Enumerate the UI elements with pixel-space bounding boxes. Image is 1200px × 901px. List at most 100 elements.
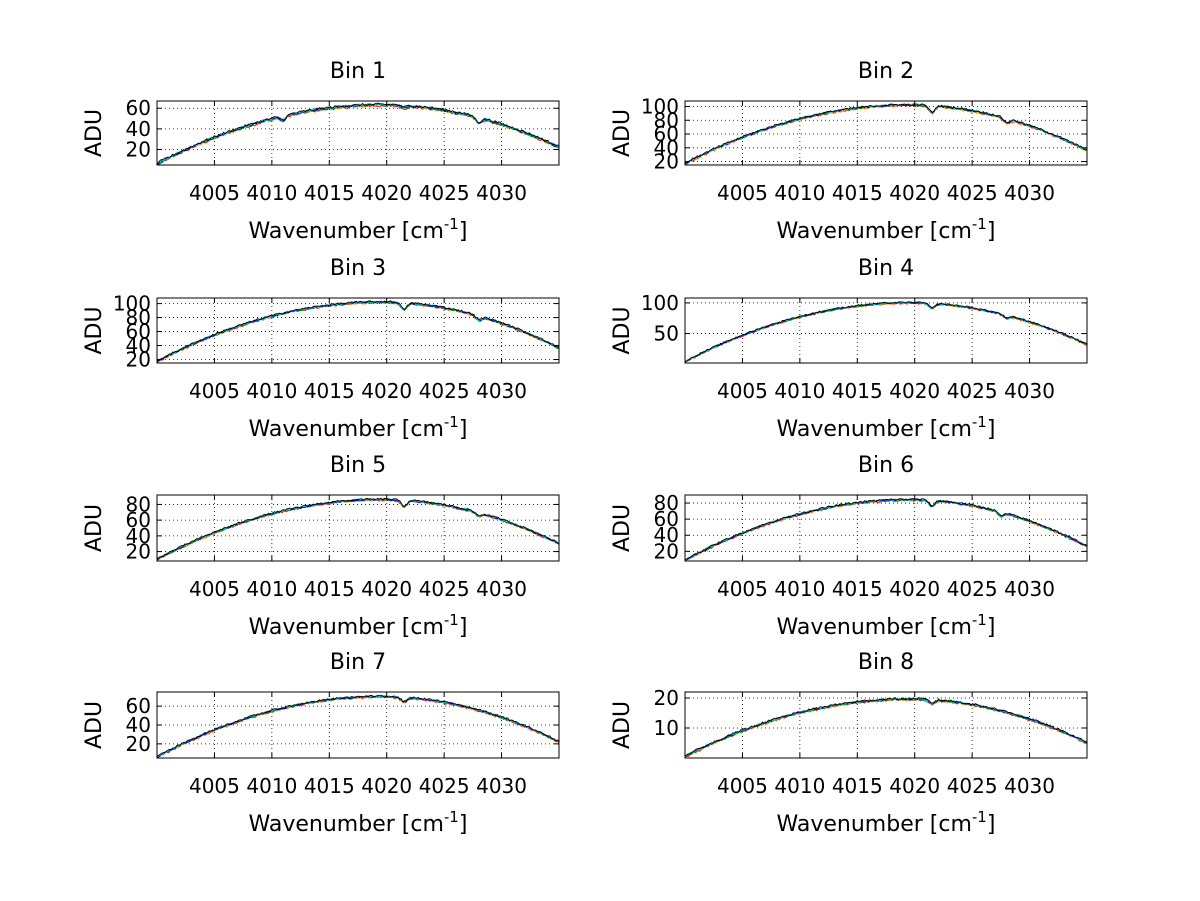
x-axis-label: Wavenumber [cm-1] <box>249 611 468 640</box>
plot-area <box>685 101 1087 165</box>
y-tick-label: 50 <box>654 322 679 346</box>
x-tick-label: 4030 <box>476 379 527 403</box>
x-axis-label-text: Wavenumber [cm <box>249 417 444 442</box>
y-tick-label: 40 <box>126 334 151 358</box>
x-tick-label: 4020 <box>361 577 412 601</box>
axes-box <box>684 100 1088 166</box>
subplot-title: Bin 8 <box>858 650 914 675</box>
x-tick-label: 4010 <box>774 577 825 601</box>
x-tick-label: 4025 <box>947 774 998 798</box>
subplot-title: Bin 1 <box>330 59 386 84</box>
x-axis-label-text: Wavenumber [cm <box>249 219 444 244</box>
plot-area <box>685 692 1087 758</box>
y-tick-label: 100 <box>113 292 151 316</box>
x-tick-label: 4025 <box>419 774 470 798</box>
x-axis-label-text: Wavenumber [cm <box>777 812 972 837</box>
x-axis-label: Wavenumber [cm-1] <box>249 413 468 442</box>
plot-area <box>685 298 1087 363</box>
x-axis-label-superscript: -1 <box>972 808 987 826</box>
x-tick-label: 4030 <box>476 774 527 798</box>
x-tick-label: 4020 <box>361 181 412 205</box>
x-axis-label: Wavenumber [cm-1] <box>249 215 468 244</box>
y-tick-label: 40 <box>654 136 679 160</box>
axes-box <box>156 297 560 364</box>
x-tick-label: 4030 <box>1004 577 1055 601</box>
axes-box <box>156 494 560 562</box>
x-axis-label: Wavenumber [cm-1] <box>777 808 996 837</box>
y-tick-label: 20 <box>126 348 151 372</box>
y-tick-label: 20 <box>126 540 151 564</box>
x-axis-label: Wavenumber [cm-1] <box>777 215 996 244</box>
x-axis-label-superscript: -1 <box>972 215 987 233</box>
x-axis-label-superscript: -1 <box>972 611 987 629</box>
x-axis-label-superscript: -1 <box>444 215 459 233</box>
y-axis-label: ADU <box>610 109 635 157</box>
x-tick-label: 4025 <box>947 379 998 403</box>
x-tick-label: 4005 <box>189 774 240 798</box>
x-tick-label: 4005 <box>717 181 768 205</box>
x-tick-label: 4025 <box>419 577 470 601</box>
y-tick-label: 20 <box>654 539 679 563</box>
x-axis-label-superscript: -1 <box>972 413 987 431</box>
subplot-title: Bin 2 <box>858 59 914 84</box>
x-tick-label: 4030 <box>476 577 527 601</box>
y-tick-label: 80 <box>654 108 679 132</box>
y-axis-label: ADU <box>82 109 107 157</box>
y-tick-label: 100 <box>641 291 679 315</box>
subplot-title: Bin 7 <box>330 650 386 675</box>
x-tick-label: 4020 <box>361 379 412 403</box>
y-axis-label: ADU <box>82 306 107 354</box>
x-tick-label: 4010 <box>246 379 297 403</box>
subplot-bin-8: 4005 4010 4015 4020 4025 4030 10 20 Bin 8 Wavenum… <box>610 650 1088 837</box>
y-axis-label: ADU <box>610 701 635 749</box>
x-axis-label-end: ] <box>987 417 996 442</box>
x-axis-label-end: ] <box>987 812 996 837</box>
series-black <box>684 697 1088 756</box>
x-tick-label: 4025 <box>419 379 470 403</box>
x-tick-label: 4025 <box>419 181 470 205</box>
subplot-title: Bin 4 <box>858 256 914 281</box>
x-axis-label-end: ] <box>987 615 996 640</box>
x-tick-label: 4015 <box>304 774 355 798</box>
x-tick-label: 4005 <box>189 181 240 205</box>
y-tick-label: 20 <box>654 150 679 174</box>
x-tick-label: 4025 <box>947 181 998 205</box>
y-tick-label: 40 <box>126 524 151 548</box>
x-tick-label: 4015 <box>832 181 883 205</box>
x-tick-label: 4010 <box>774 379 825 403</box>
series-black <box>684 301 1088 362</box>
x-axis-label-end: ] <box>459 812 468 837</box>
x-tick-label: 4020 <box>889 774 940 798</box>
plot-area <box>157 298 559 363</box>
y-tick-label: 40 <box>654 523 679 547</box>
subplot-title: Bin 3 <box>330 256 386 281</box>
series-black <box>156 102 560 164</box>
series-cyan <box>156 103 560 165</box>
series-black <box>684 498 1088 561</box>
x-tick-label: 4020 <box>361 774 412 798</box>
x-tick-label: 4020 <box>889 577 940 601</box>
y-tick-label: 60 <box>654 507 679 531</box>
y-axis-label: ADU <box>610 306 635 354</box>
x-tick-label: 4010 <box>246 577 297 601</box>
x-tick-label: 4030 <box>1004 774 1055 798</box>
series-black <box>156 497 560 559</box>
subplot-title: Bin 5 <box>330 453 386 478</box>
y-tick-label: 60 <box>654 122 679 146</box>
y-axis-label: ADU <box>610 504 635 552</box>
x-tick-label: 4015 <box>304 379 355 403</box>
x-tick-label: 4020 <box>889 181 940 205</box>
x-axis-label: Wavenumber [cm-1] <box>777 413 996 442</box>
x-axis-label: Wavenumber [cm-1] <box>777 611 996 640</box>
x-tick-label: 4030 <box>476 181 527 205</box>
x-tick-label: 4015 <box>304 577 355 601</box>
x-tick-label: 4030 <box>1004 379 1055 403</box>
y-tick-label: 80 <box>126 492 151 516</box>
y-tick-label: 40 <box>126 713 151 737</box>
x-axis-label-text: Wavenumber [cm <box>249 615 444 640</box>
